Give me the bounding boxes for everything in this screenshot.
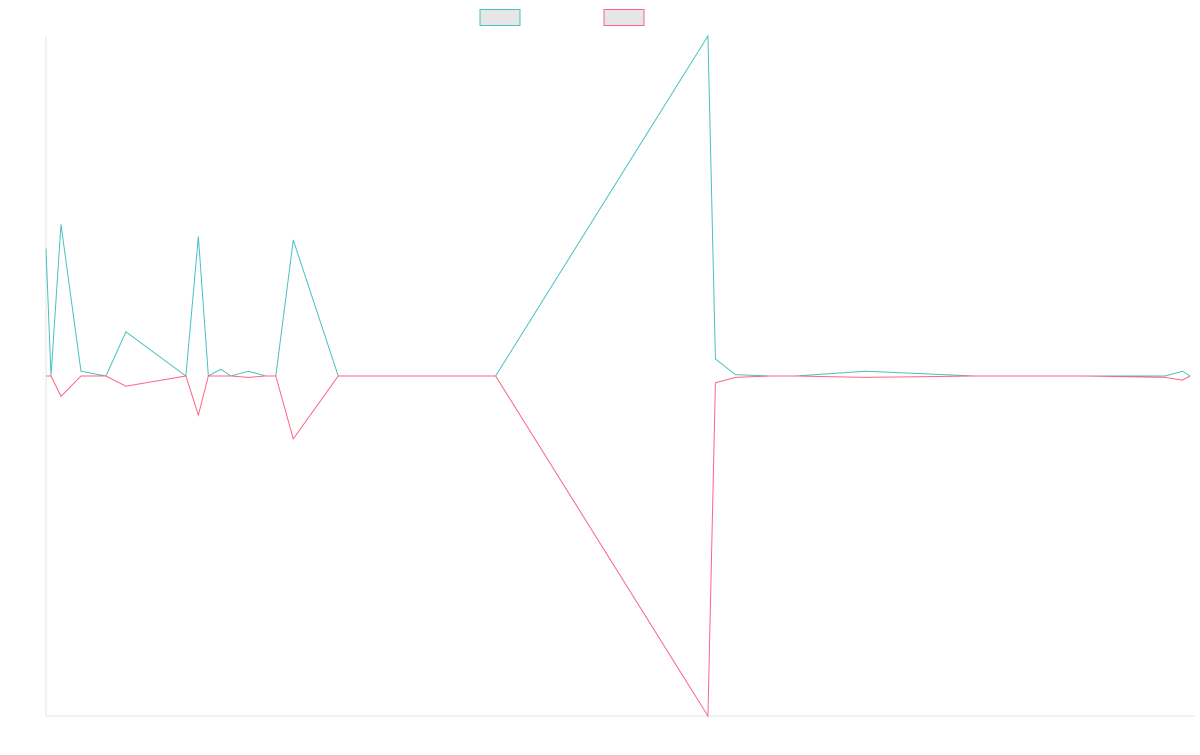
series-line-1 — [46, 36, 1190, 376]
legend — [480, 10, 644, 26]
plot-area — [46, 36, 1190, 716]
series-line-2 — [46, 376, 1190, 716]
legend-swatch-1 — [480, 10, 520, 26]
legend-swatch-2 — [604, 10, 644, 26]
